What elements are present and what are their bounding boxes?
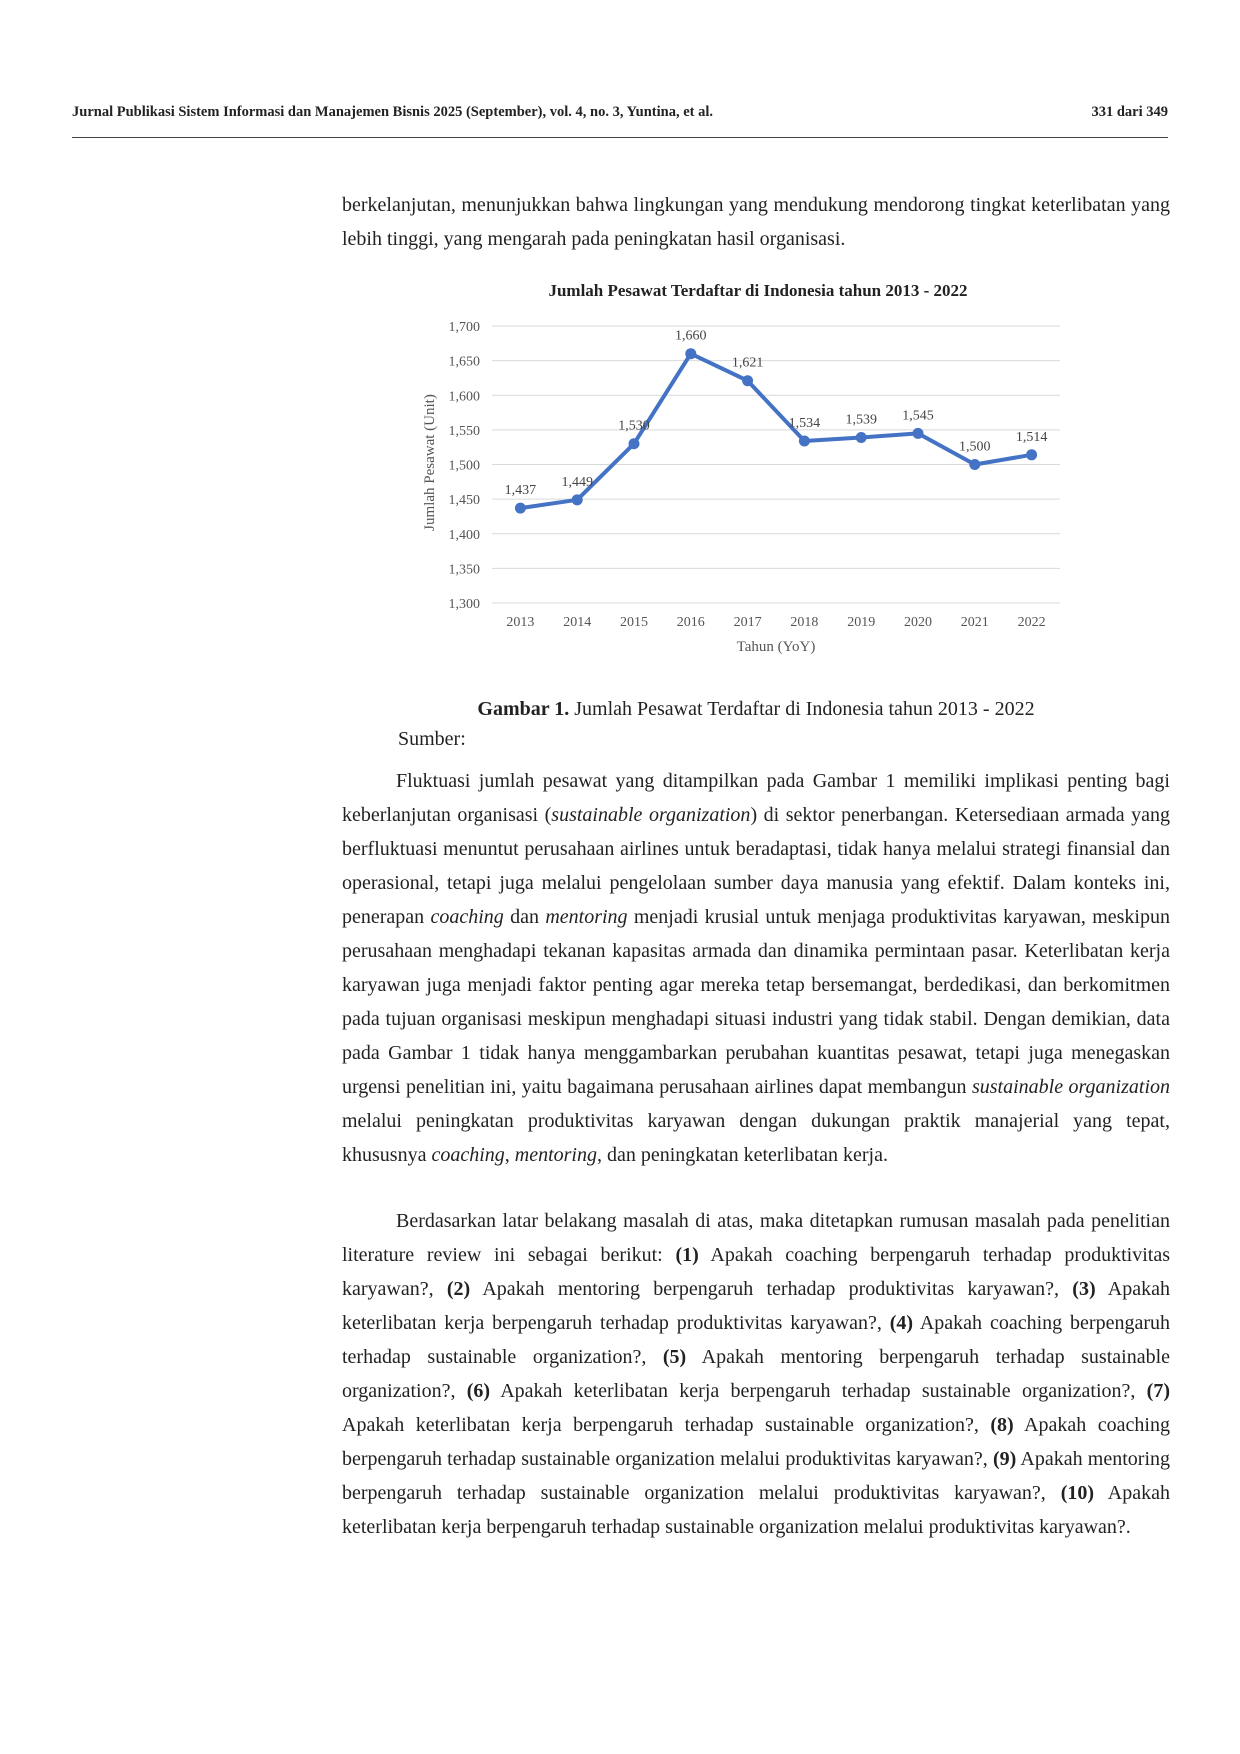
data-point (912, 427, 924, 439)
figure-chart: Jumlah Pesawat Terdaftar di Indonesia ta… (342, 278, 1170, 668)
y-axis-title: Jumlah Pesawat (Unit) (422, 394, 438, 531)
body-paragraph-1: Fluktuasi jumlah pesawat yang ditampilka… (342, 764, 1170, 1172)
question-number: (7) (1146, 1380, 1170, 1402)
text-run: menjadi krusial untuk menjaga produktivi… (342, 906, 1170, 1098)
x-tick-label: 2016 (677, 615, 705, 630)
data-point (628, 438, 640, 450)
question-text: Apakah keterlibatan kerja berpengaruh te… (490, 1380, 1147, 1402)
question-text: Apakah keterlibatan kerja berpengaruh te… (342, 1414, 991, 1436)
page-number: 331 dari 349 (1091, 104, 1168, 120)
text-run: dan (503, 906, 546, 928)
x-tick-label: 2021 (961, 615, 989, 630)
italic-term: mentoring (514, 1144, 597, 1166)
y-tick-label: 1,600 (449, 389, 481, 404)
question-text: Apakah keterlibatan kerja berpengaruh te… (342, 1278, 1170, 1334)
question-text: Apakah coaching berpengaruh terhadap pro… (342, 1244, 1170, 1300)
italic-term: mentoring (545, 906, 628, 928)
x-tick-label: 2017 (734, 615, 762, 630)
data-point (514, 502, 526, 514)
data-point (742, 375, 754, 387)
question-number: (10) (1060, 1482, 1095, 1504)
question-number: (8) (990, 1414, 1014, 1436)
data-point (1026, 449, 1038, 461)
data-label: 1,660 (675, 329, 707, 344)
data-label: 1,534 (789, 416, 821, 431)
y-tick-label: 1,450 (449, 493, 481, 508)
x-tick-label: 2019 (847, 615, 875, 630)
x-tick-label: 2018 (790, 615, 818, 630)
question-text: Apakah keterlibatan kerja berpengaruh te… (342, 1482, 1171, 1538)
y-tick-label: 1,400 (449, 528, 481, 543)
figure-caption: Gambar 1. Jumlah Pesawat Terdaftar di In… (342, 698, 1170, 721)
source-label: Sumber: (398, 728, 466, 750)
data-label: 1,530 (618, 419, 650, 434)
y-tick-label: 1,350 (449, 562, 481, 577)
text-run: , (504, 1144, 515, 1166)
data-point (571, 494, 583, 506)
question-number: (1) (675, 1244, 699, 1266)
question-number: (5) (662, 1346, 687, 1368)
x-tick-label: 2015 (620, 615, 648, 630)
text-run: , dan peningkatan keterlibatan kerja. (596, 1144, 888, 1166)
data-point (685, 348, 697, 360)
data-point (969, 459, 981, 470)
text-run: ) di sektor penerbangan. Ketersediaan ar… (342, 804, 1170, 928)
text-run: Fluktuasi jumlah pesawat yang ditampilka… (342, 770, 1170, 826)
question-text: Apakah coaching berpengaruh terhadap sus… (342, 1312, 1170, 1368)
x-axis-title: Tahun (YoY) (737, 639, 816, 655)
y-tick-label: 1,500 (449, 459, 481, 474)
x-tick-label: 2014 (563, 615, 591, 630)
data-label: 1,514 (1016, 430, 1048, 445)
body-paragraph-2: Berdasarkan latar belakang masalah di at… (342, 1204, 1170, 1544)
y-tick-label: 1,650 (449, 355, 481, 370)
question-text: Apakah mentoring berpengaruh terhadap pr… (470, 1278, 1073, 1300)
question-number: (2) (446, 1278, 471, 1300)
y-tick-label: 1,550 (449, 424, 481, 439)
data-label: 1,500 (959, 440, 991, 455)
y-tick-label: 1,700 (449, 320, 481, 335)
series-line (518, 351, 1034, 511)
italic-term: coaching (431, 1144, 505, 1166)
intro-paragraph: berkelanjutan, menunjukkan bahwa lingkun… (342, 188, 1170, 256)
intro-text: berkelanjutan, menunjukkan bahwa lingkun… (342, 194, 1170, 250)
x-tick-label: 2022 (1018, 615, 1046, 630)
question-number: (3) (1072, 1278, 1096, 1300)
data-label: 1,539 (845, 412, 877, 427)
caption-text: Jumlah Pesawat Terdaftar di Indonesia ta… (569, 698, 1035, 720)
data-label: 1,545 (902, 408, 934, 423)
caption-label: Gambar 1. (477, 698, 570, 720)
question-number: (4) (889, 1312, 914, 1334)
question-text: Apakah coaching berpengaruh terhadap sus… (342, 1414, 1170, 1470)
italic-term: coaching (430, 906, 504, 928)
data-label: 1,449 (561, 475, 593, 490)
chart-title: Jumlah Pesawat Terdaftar di Indonesia ta… (548, 281, 967, 300)
y-tick-label: 1,300 (449, 597, 481, 612)
question-text: Apakah mentoring berpengaruh terhadap su… (342, 1346, 1170, 1402)
data-point (798, 435, 810, 447)
x-tick-label: 2020 (904, 615, 932, 630)
header-divider (72, 137, 1168, 138)
line-chart: Jumlah Pesawat Terdaftar di Indonesia ta… (422, 281, 1060, 655)
question-text: Apakah mentoring berpengaruh terhadap su… (342, 1448, 1171, 1504)
question-number: (6) (466, 1380, 491, 1402)
text-run: melalui peningkatan produktivitas karyaw… (342, 1110, 1170, 1166)
question-number: (9) (992, 1448, 1017, 1470)
data-label: 1,621 (732, 356, 764, 371)
data-point (855, 431, 867, 443)
text-run: Berdasarkan latar belakang masalah di at… (342, 1210, 1170, 1266)
journal-citation: Jurnal Publikasi Sistem Informasi dan Ma… (72, 104, 714, 120)
data-label: 1,437 (505, 483, 537, 498)
italic-term: sustainable organization (971, 1076, 1171, 1098)
italic-term: sustainable organization (551, 804, 751, 826)
x-tick-label: 2013 (506, 615, 534, 630)
